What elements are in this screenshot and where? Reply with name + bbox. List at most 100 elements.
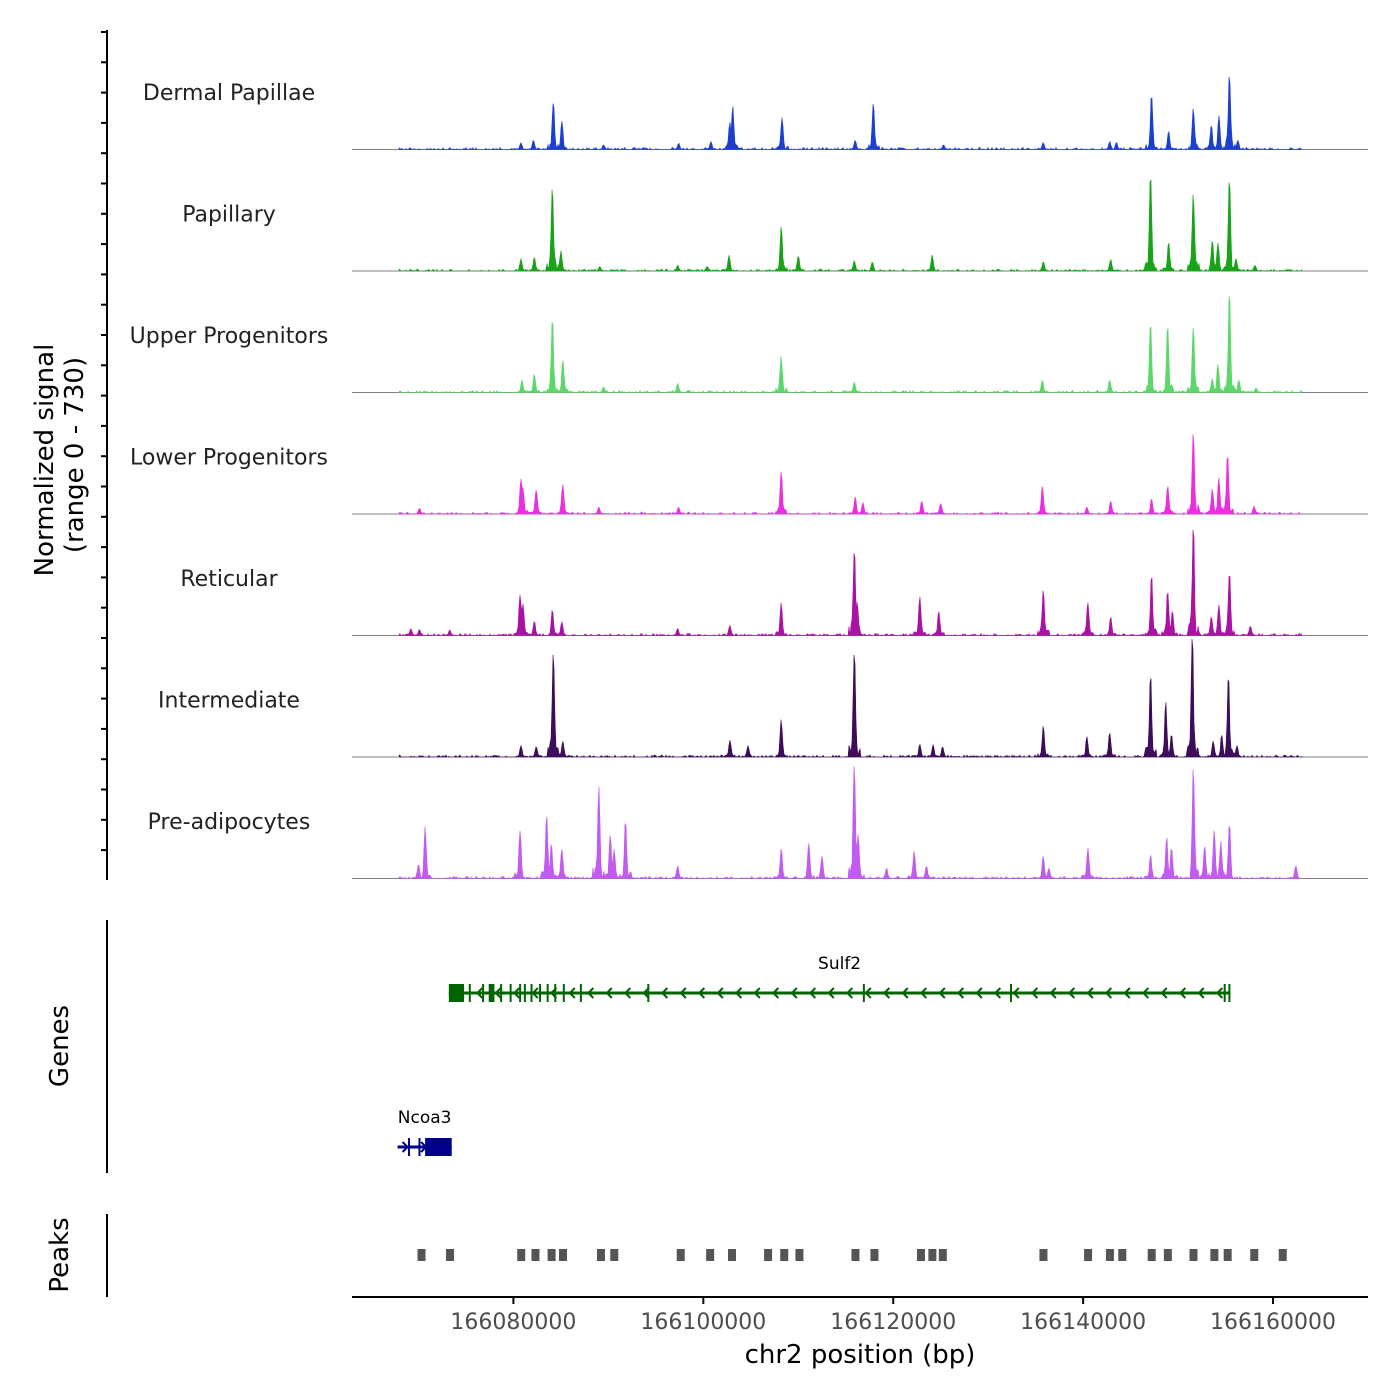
gene-exon	[579, 984, 582, 1002]
gene-exon	[647, 984, 650, 1002]
strand-arrow	[716, 987, 724, 999]
track-label: Reticular	[180, 567, 278, 592]
peak-region	[558, 1249, 567, 1261]
peak-region	[596, 1249, 605, 1261]
strand-arrow	[549, 987, 558, 999]
gene-label: Sulf2	[818, 954, 861, 974]
track-lower-progenitors: Lower Progenitors	[130, 434, 1368, 515]
strand-arrow	[1030, 987, 1039, 999]
peak-region	[417, 1249, 426, 1261]
gene-ncoa3: Ncoa3	[397, 1108, 452, 1156]
peak-region	[928, 1249, 937, 1261]
strand-arrow	[1104, 987, 1113, 999]
strand-arrow	[679, 987, 687, 999]
coverage-area	[398, 638, 1303, 758]
strand-arrow	[512, 987, 521, 999]
peak-track	[417, 1249, 1287, 1261]
coverage-area	[398, 76, 1304, 151]
peak-region	[706, 1249, 715, 1261]
gene-exon	[523, 984, 526, 1002]
peak-region	[1210, 1249, 1219, 1261]
signal-y-axis	[101, 30, 108, 880]
strand-arrow	[771, 987, 780, 999]
x-tick-label: 166080000	[450, 1310, 576, 1335]
strand-arrow	[993, 987, 1002, 999]
coverage-area	[398, 765, 1303, 880]
strand-arrow	[790, 987, 798, 999]
track-dermal-papillae: Dermal Papillae	[143, 76, 1368, 151]
peak-region	[1118, 1249, 1127, 1261]
peak-region	[1084, 1249, 1093, 1261]
strand-arrow	[531, 987, 539, 999]
peak-region	[938, 1249, 947, 1261]
track-label: Upper Progenitors	[130, 324, 329, 349]
peak-region	[851, 1249, 860, 1261]
gene-exon	[519, 984, 522, 1002]
strand-arrow	[882, 987, 891, 999]
strand-arrow	[438, 1141, 446, 1153]
coverage-area	[398, 179, 1303, 272]
signal-tracks: Dermal Papillae Papillary Upper Progenitor…	[130, 76, 1368, 880]
coverage-area	[398, 295, 1303, 394]
gene-exon	[425, 1138, 452, 1156]
strand-arrow	[697, 987, 706, 999]
strand-arrow	[1049, 987, 1057, 999]
strand-arrow	[956, 987, 965, 999]
peak-region	[795, 1249, 804, 1261]
peak-region	[764, 1249, 773, 1261]
gene-exon	[488, 984, 495, 1002]
strand-arrow	[494, 987, 502, 999]
x-tick-label: 166100000	[640, 1310, 766, 1335]
strand-arrow	[660, 987, 669, 999]
strand-arrow	[864, 987, 872, 999]
peak-region	[1039, 1249, 1048, 1261]
coverage-area	[398, 529, 1303, 637]
gene-exon	[1010, 984, 1013, 1002]
strand-arrow	[975, 987, 983, 999]
x-tick-label: 166140000	[1020, 1310, 1146, 1335]
coverage-area	[398, 434, 1302, 515]
strand-arrow	[1215, 987, 1224, 999]
signal-y-axis-title: Normalized signal	[30, 344, 60, 577]
strand-arrow	[1012, 987, 1020, 999]
genes-track-label: Genes	[45, 1005, 75, 1087]
strand-arrow	[808, 987, 817, 999]
strand-arrow	[1178, 987, 1187, 999]
gene-exon	[448, 984, 465, 1002]
gene-sulf2: Sulf2	[448, 954, 1231, 1002]
peak-region	[1105, 1249, 1114, 1261]
track-papillary: Papillary	[182, 179, 1368, 272]
track-pre-adipocytes: Pre-adipocytes	[148, 765, 1368, 880]
gene-exon	[482, 984, 485, 1002]
gene-exon	[539, 984, 542, 1002]
track-label: Dermal Papillae	[143, 81, 315, 106]
strand-arrow	[605, 987, 613, 999]
x-tick-label: 166120000	[830, 1310, 956, 1335]
gene-exon	[546, 984, 549, 1002]
strand-arrow	[827, 987, 835, 999]
peak-region	[1250, 1249, 1259, 1261]
track-label: Pre-adipocytes	[148, 810, 311, 835]
strand-arrow	[919, 987, 928, 999]
gene-track: Sulf2 Ncoa3	[397, 954, 1231, 1156]
strand-arrow	[1160, 987, 1168, 999]
strand-arrow	[642, 987, 650, 999]
peak-region	[517, 1249, 526, 1261]
peak-region	[728, 1249, 737, 1261]
strand-arrow	[845, 987, 854, 999]
gene-exon	[562, 984, 565, 1002]
strand-arrow	[938, 987, 946, 999]
strand-arrow	[1067, 987, 1076, 999]
track-intermediate: Intermediate	[158, 638, 1368, 758]
peak-region	[1147, 1249, 1156, 1261]
gene-exon	[1228, 984, 1231, 1002]
strand-arrow	[568, 987, 576, 999]
peak-region	[1189, 1249, 1198, 1261]
peak-region	[531, 1249, 540, 1261]
track-upper-progenitors: Upper Progenitors	[130, 295, 1368, 394]
strand-arrow	[457, 987, 465, 999]
strand-arrow	[1123, 987, 1131, 999]
track-reticular: Reticular	[180, 529, 1368, 637]
